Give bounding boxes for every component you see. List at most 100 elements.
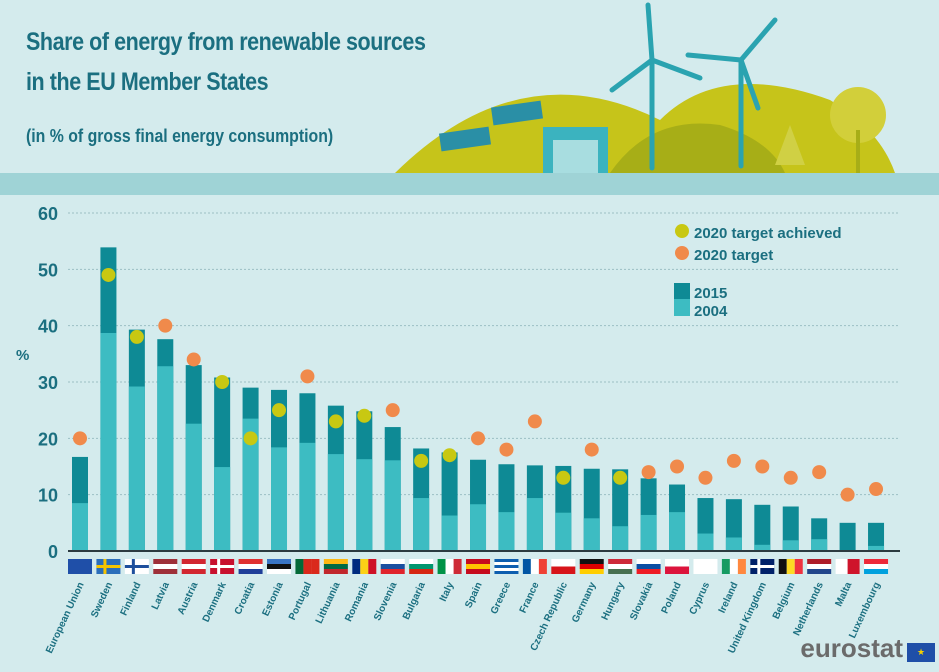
flag-icon xyxy=(323,559,348,574)
flag-icon xyxy=(864,559,889,574)
bar-2004 xyxy=(327,454,344,551)
category-label: Sweden xyxy=(89,581,115,620)
bar-2004 xyxy=(555,512,572,551)
bar-2004 xyxy=(157,366,174,551)
target-marker xyxy=(783,470,798,485)
bar-2004 xyxy=(384,460,401,551)
target-marker xyxy=(584,442,599,457)
category-label: Cyprus xyxy=(688,580,713,616)
flag-icon xyxy=(437,559,462,574)
target-achieved-marker xyxy=(414,453,429,468)
category-label: Lithuania xyxy=(314,580,343,625)
flag-icon xyxy=(807,559,832,574)
bar-2004 xyxy=(470,504,487,551)
category-label: European Union xyxy=(44,581,87,656)
bar-2004 xyxy=(498,512,515,551)
flag-icon xyxy=(466,559,491,574)
category-label: Italy xyxy=(438,580,457,603)
bar-2004 xyxy=(185,423,202,551)
category-label: France xyxy=(518,580,542,615)
target-marker xyxy=(499,442,514,457)
bar-2004 xyxy=(754,544,771,551)
y-tick-label: 20 xyxy=(38,429,58,449)
category-label: Bulgaria xyxy=(401,580,428,621)
legend-target-label: 2020 target xyxy=(694,247,773,264)
target-marker xyxy=(641,465,656,480)
target-marker xyxy=(73,431,87,446)
bar-2004 xyxy=(413,498,430,551)
solar-panel-icon xyxy=(438,126,492,152)
flag-icon xyxy=(124,559,149,574)
bar-2004 xyxy=(299,442,316,551)
target-achieved-marker xyxy=(272,403,287,418)
flag-icon xyxy=(693,559,718,574)
bar-2004 xyxy=(72,503,88,551)
bar-2004 xyxy=(640,514,657,551)
category-label: Luxembourg xyxy=(847,581,883,641)
target-marker xyxy=(670,459,685,474)
target-achieved-marker xyxy=(215,375,230,389)
y-axis-label: % xyxy=(16,347,29,364)
target-marker xyxy=(527,414,542,429)
bar-2004 xyxy=(242,418,259,551)
bar-2004 xyxy=(100,332,117,551)
flag-icon xyxy=(636,559,661,574)
category-label: Malta xyxy=(834,580,855,608)
category-label: Ireland xyxy=(717,581,741,615)
target-achieved-marker xyxy=(101,267,116,282)
target-marker xyxy=(755,459,770,474)
flag-icon xyxy=(721,559,746,574)
bar-2004 xyxy=(271,447,288,551)
ground-band xyxy=(0,173,939,195)
title-line-1: Share of energy from renewable sources xyxy=(26,28,426,56)
flag-icon xyxy=(238,559,263,574)
flag-icon xyxy=(835,559,860,574)
bar-2015 xyxy=(839,522,856,551)
target-achieved-marker xyxy=(129,329,144,344)
flag-icon xyxy=(750,559,775,574)
renewables-illustration xyxy=(395,2,895,173)
target-marker xyxy=(840,487,855,502)
category-label: Romania xyxy=(343,580,371,623)
flag-icon xyxy=(665,559,690,574)
bar-2004 xyxy=(214,467,231,551)
tree-icon xyxy=(775,125,805,165)
category-label: Denmark xyxy=(201,580,229,624)
category-label: Germany xyxy=(570,580,598,624)
flag-icon xyxy=(551,559,576,574)
flag-icon xyxy=(494,559,519,574)
flag-icon xyxy=(68,559,92,574)
target-marker xyxy=(698,470,713,485)
eu-flag-icon: ★ xyxy=(907,643,935,662)
target-marker xyxy=(869,482,884,497)
y-tick-label: 40 xyxy=(38,317,58,337)
target-achieved-marker xyxy=(556,470,571,485)
target-achieved-marker xyxy=(613,470,628,485)
flag-icon xyxy=(352,559,377,574)
flag-icon xyxy=(210,559,235,574)
bar-2004 xyxy=(612,526,629,551)
category-label: Slovenia xyxy=(372,580,400,622)
bar-2015 xyxy=(868,522,885,551)
bar-2004 xyxy=(868,545,885,551)
category-label: Croatia xyxy=(233,580,258,616)
target-achieved-marker xyxy=(328,414,343,429)
bar-2004 xyxy=(356,459,373,551)
target-marker xyxy=(158,318,173,333)
y-tick-label: 30 xyxy=(38,373,58,393)
flag-icon xyxy=(522,559,547,574)
category-label: Greece xyxy=(489,580,513,616)
category-label: Latvia xyxy=(150,580,172,611)
category-label: Belgium xyxy=(771,581,798,621)
target-marker xyxy=(385,403,400,418)
bar-2004 xyxy=(782,540,799,551)
category-label: Poland xyxy=(660,581,684,616)
category-label: Finland xyxy=(119,581,144,618)
target-achieved-marker xyxy=(357,408,372,423)
category-label: Estonia xyxy=(260,580,285,618)
flag-icon xyxy=(608,559,633,574)
solar-panel-icon xyxy=(490,100,544,126)
bar-2004 xyxy=(669,512,686,551)
